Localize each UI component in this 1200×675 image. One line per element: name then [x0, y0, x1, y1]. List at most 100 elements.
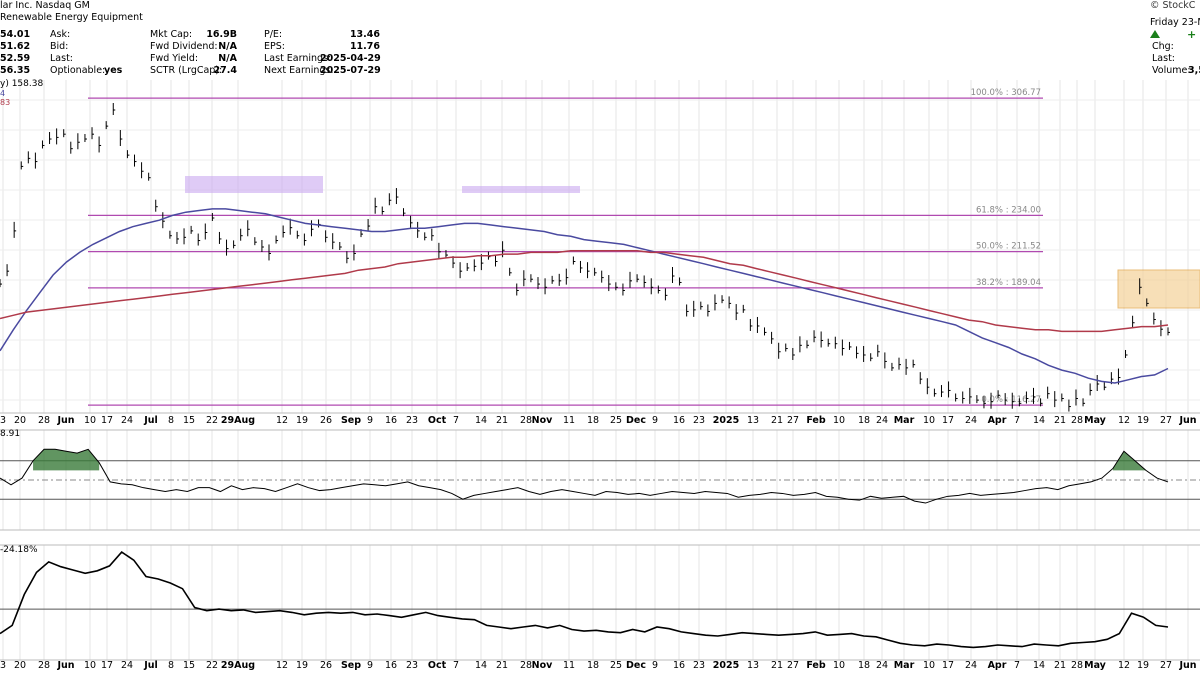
x-tick-label: Dec [626, 415, 646, 426]
x-tick-label: 12 [276, 660, 288, 671]
x-tick-label: 17 [942, 415, 954, 426]
consolidation-zone-2 [462, 186, 580, 193]
x-tick-label: 19 [296, 415, 308, 426]
x-tick-label: 21 [771, 660, 783, 671]
x-tick-label: 19 [1137, 415, 1149, 426]
x-tick-label: 9 [367, 415, 373, 426]
price-legend: y) 158.38 [0, 79, 44, 89]
x-tick-label: 24 [965, 415, 977, 426]
mktcap-value: 16.9B [206, 29, 237, 40]
fwd-dividend-label: Fwd Dividend: [150, 41, 218, 52]
x-tick-label: 24 [876, 415, 888, 426]
chg-label: Chg: [1152, 41, 1174, 52]
x-tick-label: 14 [475, 415, 487, 426]
left-value-4: 56.35 [0, 65, 31, 76]
x-tick-label: 21 [771, 415, 783, 426]
x-tick-label: 8 [168, 660, 174, 671]
consolidation-zone-1 [185, 176, 323, 193]
fwd-dividend-value: N/A [218, 41, 237, 52]
left-value-2: 51.62 [0, 41, 31, 52]
x-tick-label: May [1084, 660, 1107, 671]
x-tick-label: Mar [894, 415, 915, 426]
x-tick-label: 18 [858, 660, 870, 671]
fib-label: 50.0% : 211.52 [976, 242, 1041, 252]
sector-label: Renewable Energy Equipment [0, 12, 143, 23]
sctr-value: 27.4 [213, 65, 237, 76]
x-tick-label: 27 [1160, 660, 1172, 671]
ma-legend-2: 83 [0, 98, 11, 107]
fib-label: 61.8% : 234.00 [976, 205, 1041, 215]
indicator-2-line [0, 551, 1169, 649]
x-tick-label: Jun [1178, 415, 1196, 426]
x-tick-label: 7 [1014, 415, 1020, 426]
x-tick-label: Feb [806, 660, 826, 671]
x-tick-label: Sep [341, 415, 361, 426]
x-tick-label: 10 [833, 415, 845, 426]
x-tick-label: 8 [168, 415, 174, 426]
last-earnings-label: Last Earnings: [264, 53, 332, 64]
left-value-1: 54.01 [0, 29, 31, 40]
x-tick-label: 17 [101, 415, 113, 426]
x-tick-label: 26 [320, 415, 332, 426]
x-tick-label: 24 [121, 660, 133, 671]
x-tick-label: Sep [341, 660, 361, 671]
fib-label: 100.0% : 306.77 [971, 88, 1041, 98]
eps-label: EPS: [264, 41, 285, 52]
bid-label: Bid: [50, 41, 69, 52]
x-tick-label: Mar [894, 660, 915, 671]
indicator-1-legend: 8.91 [0, 429, 21, 439]
pe-value: 13.46 [349, 29, 380, 40]
x-tick-label: 22 [206, 660, 218, 671]
plus-icon: + [1187, 28, 1196, 41]
x-tick-label: Apr [988, 415, 1007, 426]
x-tick-label: Nov [532, 415, 553, 426]
x-tick-label: 28 [38, 415, 50, 426]
ma-legend-1: 4 [0, 89, 6, 98]
up-arrow-icon [1150, 30, 1160, 38]
x-tick-label: 7 [453, 415, 459, 426]
x-tick-label: 23 [406, 660, 418, 671]
x-tick-label: 11 [563, 660, 575, 671]
x-tick-label: 18 [587, 415, 599, 426]
fwd-yield-label: Fwd Yield: [150, 53, 199, 64]
x-tick-label: 10 [833, 660, 845, 671]
highlight-zones [185, 176, 1200, 309]
optionable-label: Optionable: [50, 65, 106, 76]
x-tick-label: 16 [673, 415, 685, 426]
copyright: © StockC [1150, 0, 1196, 11]
overbought-fill-1 [33, 449, 100, 471]
eps-value: 11.76 [349, 41, 380, 52]
x-tick-label: 3 [0, 660, 6, 671]
x-tick-label: 12 [1118, 415, 1130, 426]
x-tick-label: 23 [693, 415, 705, 426]
price-series [0, 103, 1170, 412]
x-tick-label: 27 [787, 660, 799, 671]
x-tick-label: Dec [626, 660, 646, 671]
volume-value: 3,5 [1188, 65, 1200, 76]
x-tick-label: 28 [1071, 415, 1083, 426]
x-tick-label: Oct [428, 660, 447, 671]
volume-label: Volume: [1152, 65, 1191, 76]
x-tick-label: 15 [183, 660, 195, 671]
x-tick-label: Nov [532, 660, 553, 671]
x-tick-label: Apr [988, 660, 1007, 671]
x-tick-label: 25 [610, 660, 622, 671]
x-tick-label: 18 [858, 415, 870, 426]
x-tick-label: 23 [693, 660, 705, 671]
x-tick-label: Jun [1178, 660, 1196, 671]
x-tick-label: 7 [1014, 660, 1020, 671]
optionable-value: yes [104, 65, 123, 76]
x-tick-label: 14 [1033, 415, 1045, 426]
x-axis-labels-bottom: 3 20 28 Jun 10 17 24 Jul 8 15 22 29Aug 12 19 26 Sep 9 16 2… [0, 660, 1197, 671]
x-tick-label: 10 [923, 660, 935, 671]
x-tick-label: 28 [520, 415, 532, 426]
last-earnings-value: 2025-04-29 [320, 53, 381, 64]
x-tick-label: 27 [787, 415, 799, 426]
x-tick-label: Jul [143, 415, 158, 426]
x-tick-label: 17 [101, 660, 113, 671]
x-tick-label: 28 [520, 660, 532, 671]
x-tick-label: 16 [385, 415, 397, 426]
x-tick-label: 12 [276, 415, 288, 426]
x-tick-label: 19 [296, 660, 308, 671]
